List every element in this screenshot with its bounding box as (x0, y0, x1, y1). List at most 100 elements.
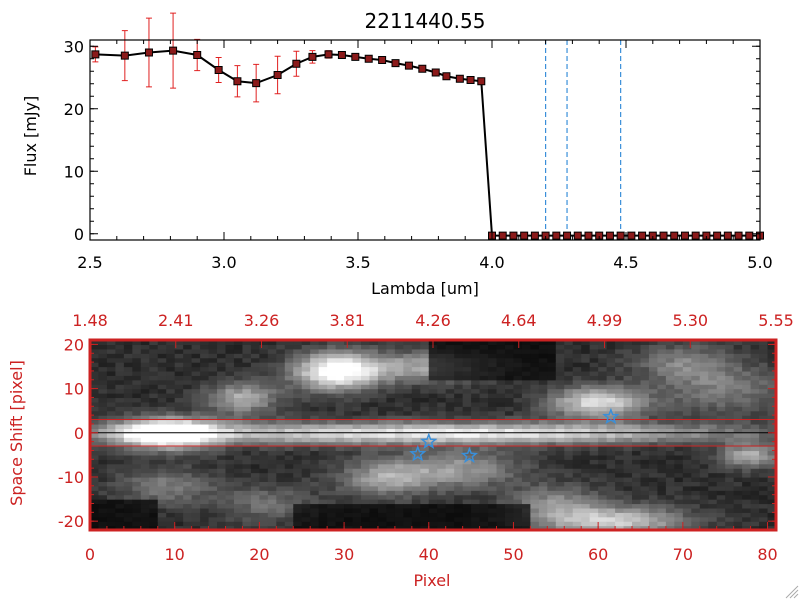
heatmap-cell (411, 512, 421, 518)
heatmap-cell (589, 468, 599, 474)
heatmap-cell (377, 516, 388, 522)
heatmap-cell (411, 388, 421, 394)
heatmap-cell (708, 503, 718, 509)
heatmap-cell (640, 388, 650, 394)
heatmap-cell (564, 348, 574, 354)
heatmap-cell (547, 340, 557, 346)
heatmap-cell (530, 370, 540, 376)
heatmap-cell (437, 397, 447, 403)
heatmap-cell (699, 463, 709, 469)
heatmap-cell (106, 388, 117, 394)
heatmap-cell (513, 441, 523, 447)
heatmap-cell (471, 357, 481, 363)
heatmap-cell (504, 366, 515, 372)
heatmap-cell (606, 485, 616, 491)
heatmap-cell (632, 472, 642, 478)
heatmap-cell (310, 375, 320, 381)
heatmap-cell (191, 472, 201, 478)
heatmap-cell (725, 450, 735, 456)
heatmap-cell (716, 525, 726, 531)
heatmap-cell (742, 362, 752, 368)
heatmap-cell (98, 362, 108, 368)
heatmap-cell (674, 362, 684, 368)
heatmap-cell (386, 419, 396, 425)
heatmap-cell (564, 485, 574, 491)
heatmap-cell (564, 428, 574, 434)
heatmap-cell (217, 353, 227, 359)
heatmap-cell (708, 353, 718, 359)
heatmap-cell (369, 494, 379, 500)
heatmap-cell (106, 423, 117, 429)
heatmap-cell (267, 375, 277, 381)
y-tick-label: 20 (64, 100, 84, 119)
heatmap-cell (437, 423, 447, 429)
heatmap-cell (183, 525, 193, 531)
heatmap-cell (581, 384, 591, 390)
heatmap-cell (488, 406, 498, 412)
heatmap-cell (157, 415, 167, 421)
heatmap-cell (513, 512, 523, 518)
heatmap-cell (640, 494, 650, 500)
heatmap-cell (538, 485, 548, 491)
heatmap-cell (174, 344, 184, 350)
heatmap-cell (183, 494, 193, 500)
heatmap-cell (530, 348, 540, 354)
heatmap-cell (352, 521, 362, 527)
heatmap-cell (665, 384, 675, 390)
heatmap-cell (174, 490, 184, 496)
heatmap-cell (479, 507, 489, 513)
heatmap-cell (183, 516, 193, 522)
heatmap-cell (504, 340, 515, 346)
heatmap-cell (140, 423, 150, 429)
heatmap-cell (437, 454, 447, 460)
heatmap-cell (682, 370, 692, 376)
heatmap-cell (140, 507, 150, 513)
heatmap-cell (657, 507, 667, 513)
heatmap-cell (750, 357, 760, 363)
heatmap-cell (674, 375, 684, 381)
heatmap-cell (98, 340, 108, 346)
heatmap-cell (530, 472, 540, 478)
heatmap-cell (157, 419, 167, 425)
heatmap-cell (420, 503, 430, 509)
heatmap-cell (377, 481, 388, 487)
heatmap-cell (98, 415, 108, 421)
heatmap-cell (657, 441, 667, 447)
heatmap-cell (377, 362, 388, 368)
heatmap-cell (242, 397, 252, 403)
heatmap-cell (191, 428, 201, 434)
heatmap-cell (767, 401, 777, 407)
heatmap-cell (759, 423, 769, 429)
heatmap-cell (284, 388, 294, 394)
heatmap-cell (98, 410, 108, 416)
heatmap-cell (716, 441, 726, 447)
resize-grip-icon[interactable] (785, 585, 799, 599)
heatmap-cell (513, 459, 523, 465)
heatmap-cell (98, 375, 108, 381)
heatmap-cell (479, 516, 489, 522)
heatmap-cell (496, 388, 506, 394)
heatmap-cell (759, 353, 769, 359)
heatmap-cell (479, 379, 489, 385)
heatmap-cell (725, 525, 735, 531)
heatmap-cell (615, 481, 625, 487)
heatmap-cell (454, 494, 464, 500)
heatmap-cell (615, 503, 625, 509)
heatmap-cell (513, 423, 523, 429)
heatmap-cell (386, 481, 396, 487)
heatmap-cell (377, 344, 388, 350)
heatmap-cell (327, 459, 337, 465)
heatmap-cell (488, 459, 498, 465)
heatmap-cell (733, 516, 743, 522)
heatmap-cell (267, 353, 277, 359)
heatmap-cell (665, 463, 675, 469)
heatmap-cell (640, 406, 650, 412)
heatmap-cell (267, 490, 277, 496)
heatmap-cell (471, 393, 481, 399)
heatmap-cell (327, 485, 337, 491)
heatmap-cell (276, 423, 286, 429)
heatmap-cell (191, 450, 201, 456)
heatmap-cell (115, 503, 125, 509)
heatmap-cell (674, 340, 684, 346)
wavelength-tick-label: 4.64 (501, 311, 537, 330)
